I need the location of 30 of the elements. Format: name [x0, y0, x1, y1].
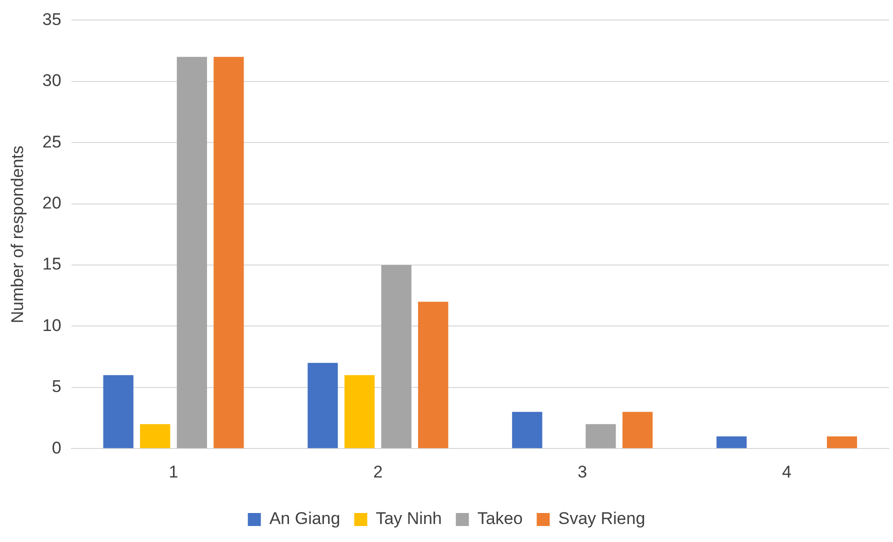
bar [622, 412, 653, 448]
bar [381, 265, 412, 448]
x-tick-label: 1 [168, 462, 178, 482]
y-tick-label: 10 [42, 316, 62, 335]
x-tick-label: 4 [782, 462, 792, 482]
bar [716, 436, 747, 448]
legend-label: Tay Ninh [376, 509, 442, 528]
bar [418, 302, 448, 448]
bar [308, 362, 338, 448]
y-tick-label: 15 [42, 254, 62, 274]
y-tick-label: 35 [42, 10, 62, 29]
y-axis-title: Number of respondents [8, 146, 27, 324]
legend-label: Takeo [477, 509, 523, 528]
legend-label: Svay Rieng [558, 509, 646, 528]
x-tick-label: 2 [373, 462, 383, 482]
bar [586, 424, 616, 448]
y-tick-label: 5 [52, 377, 62, 396]
x-tick-label: 3 [578, 462, 588, 482]
bar [214, 56, 244, 448]
y-tick-label: 30 [42, 71, 62, 90]
bar [103, 375, 134, 448]
y-tick-label: 0 [52, 438, 62, 458]
bar [344, 375, 375, 448]
y-tick-label: 20 [42, 193, 62, 212]
bar [176, 56, 208, 448]
y-tick-label: 25 [42, 132, 62, 152]
bar [140, 424, 170, 448]
legend-label: An Giang [269, 509, 340, 528]
bar [826, 436, 858, 448]
bar [512, 412, 542, 448]
